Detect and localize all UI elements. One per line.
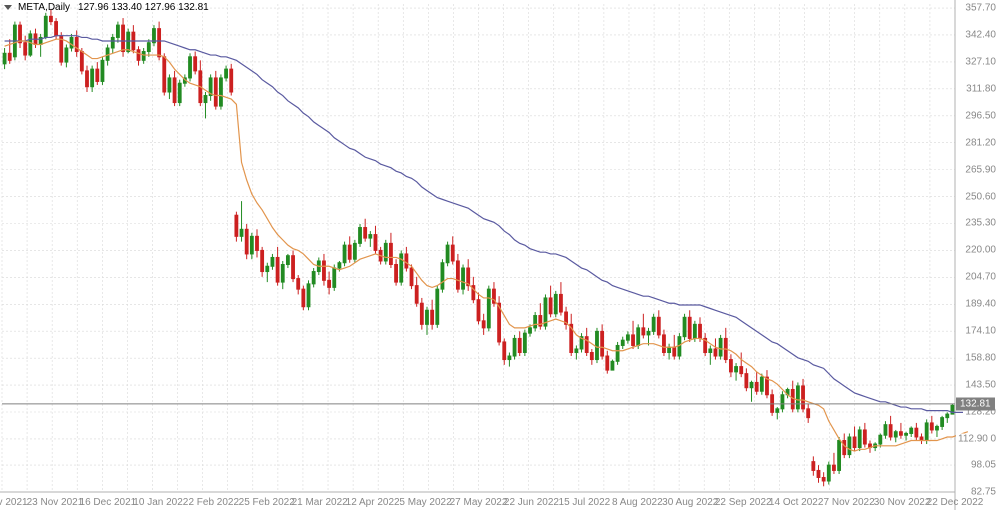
y-tick-label: 296.50 [963, 110, 998, 121]
x-tick-label: 15 Jul 2022 [559, 497, 611, 508]
dropdown-icon[interactable] [4, 5, 12, 10]
y-tick-label: 204.70 [963, 272, 998, 283]
x-tick-label: 7 Nov 2022 [824, 497, 875, 508]
y-tick-label: 250.60 [963, 191, 998, 202]
y-tick-label: 235.30 [963, 218, 998, 229]
y-tick-label: 220.00 [963, 245, 998, 256]
ma-price-tag: 112.90 [956, 433, 990, 444]
x-tick-label: 14 Oct 2022 [769, 497, 823, 508]
price-chart[interactable] [0, 0, 1000, 510]
current-price-tag: 132.81 [956, 397, 995, 410]
x-tick-label: 1 Nov 2021 [0, 497, 28, 508]
y-tick-label: 143.50 [963, 380, 998, 391]
x-tick-label: 2 Feb 2022 [188, 497, 239, 508]
y-tick-label: 82.75 [969, 487, 998, 498]
y-tick-label: 357.70 [963, 3, 998, 14]
chart-title-bar: META,Daily 127.96 133.40 127.96 132.81 [4, 2, 209, 13]
x-tick-label: 22 Sep 2022 [715, 497, 772, 508]
y-tick-label: 327.10 [963, 56, 998, 67]
x-tick-label: 25 Feb 2022 [239, 497, 295, 508]
x-tick-label: 5 May 2022 [399, 497, 451, 508]
x-tick-label: 23 Nov 2021 [27, 497, 84, 508]
x-tick-label: 10 Jan 2022 [133, 497, 188, 508]
chart-symbol: META,Daily [18, 2, 70, 13]
x-tick-label: 22 Jun 2022 [504, 497, 559, 508]
x-tick-label: 30 Aug 2022 [662, 497, 718, 508]
x-tick-label: 30 Nov 2022 [874, 497, 931, 508]
chart-container: META,Daily 127.96 133.40 127.96 132.81 3… [0, 0, 1000, 510]
y-tick-label: 342.40 [963, 29, 998, 40]
y-tick-label: 158.80 [963, 353, 998, 364]
x-tick-label: 8 Aug 2022 [612, 497, 663, 508]
x-tick-label: 12 Apr 2022 [346, 497, 400, 508]
y-tick-label: 281.20 [963, 137, 998, 148]
chart-ohlc: 127.96 133.40 127.96 132.81 [78, 2, 209, 13]
y-tick-label: 98.05 [969, 460, 998, 471]
y-tick-label: 311.80 [964, 83, 998, 94]
y-tick-label: 265.90 [963, 164, 998, 175]
x-tick-label: 16 Dec 2021 [80, 497, 137, 508]
y-tick-label: 189.40 [963, 299, 998, 310]
x-tick-label: 21 Mar 2022 [292, 497, 348, 508]
x-tick-label: 27 May 2022 [450, 497, 508, 508]
y-tick-label: 174.10 [963, 326, 998, 337]
x-tick-label: 22 Dec 2022 [927, 497, 984, 508]
